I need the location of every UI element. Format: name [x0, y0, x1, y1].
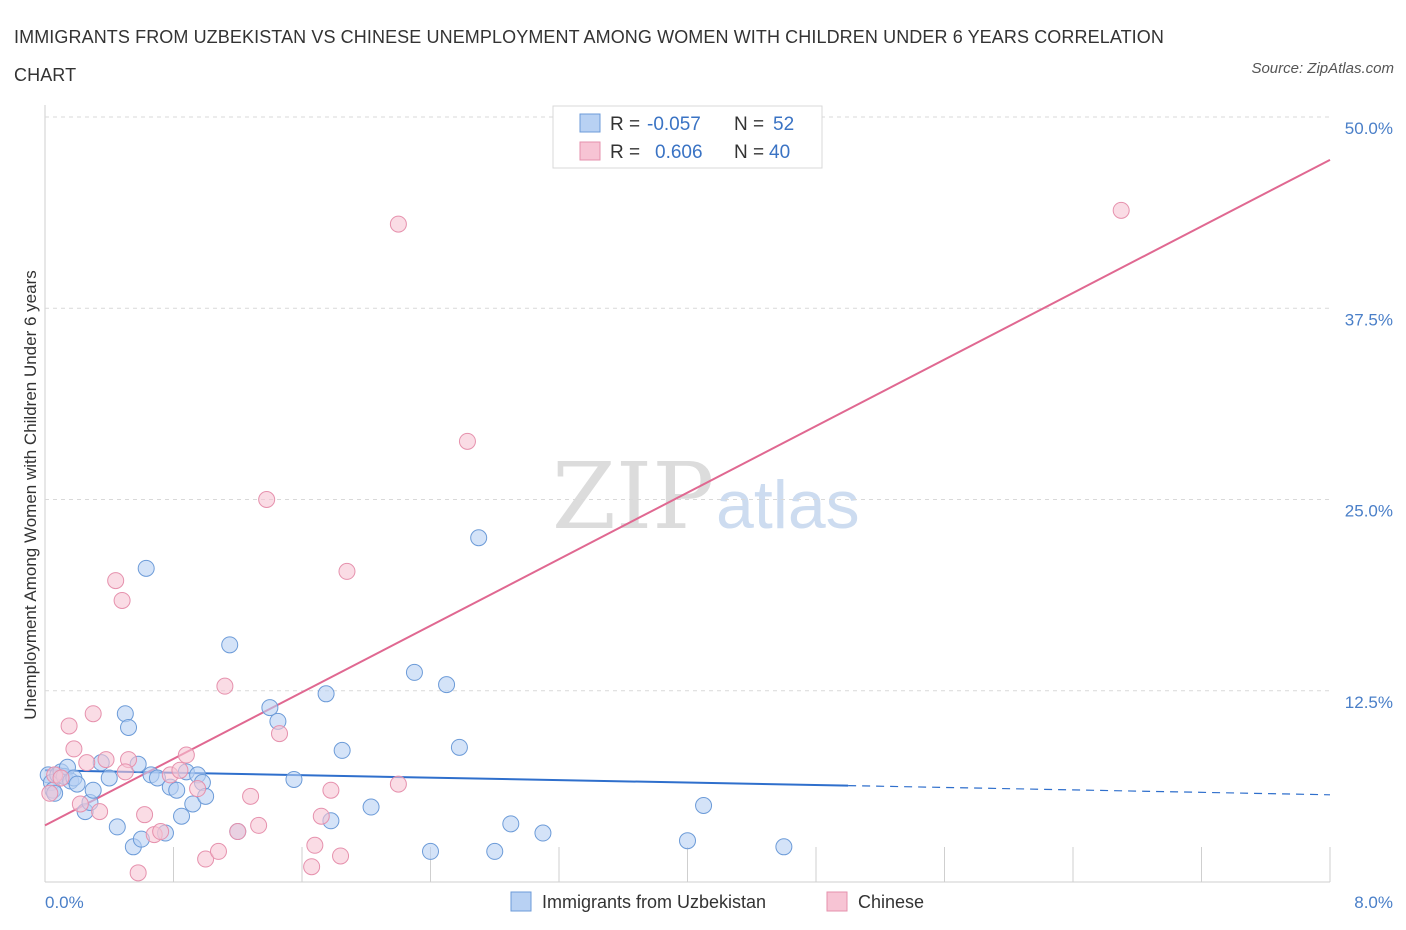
series-legend-swatch-blue — [510, 891, 532, 912]
x-tick-label-min: 0.0% — [45, 893, 84, 912]
point-uzbekistan — [333, 741, 351, 759]
point-uzbekistan — [317, 685, 335, 703]
point-chinese — [113, 591, 131, 609]
point-chinese — [197, 850, 215, 868]
point-uzbekistan — [679, 832, 696, 850]
series-legend-label-blue: Immigrants from Uzbekistan — [542, 892, 766, 912]
point-chinese — [71, 795, 89, 813]
point-chinese — [250, 816, 268, 834]
point-chinese — [116, 763, 134, 781]
point-uzbekistan — [470, 529, 488, 547]
point-uzbekistan — [362, 798, 380, 816]
y-axis-title: Unemployment Among Women with Children U… — [21, 270, 40, 719]
point-chinese — [41, 784, 59, 802]
point-chinese — [389, 775, 407, 793]
legend-swatch-blue — [579, 113, 601, 133]
point-uzbekistan — [438, 676, 456, 694]
watermark-zip: ZIP — [552, 443, 714, 550]
legend-r-label-pink: R = — [610, 142, 640, 163]
point-chinese — [97, 751, 115, 769]
point-uzbekistan — [775, 838, 793, 856]
point-chinese — [229, 823, 247, 841]
series-legend: Immigrants from Uzbekistan Chinese — [510, 891, 924, 912]
legend-n-label-blue: N = — [734, 114, 764, 135]
point-uzbekistan — [695, 797, 713, 814]
point-chinese — [78, 754, 96, 772]
point-chinese — [84, 705, 102, 723]
point-uzbekistan — [221, 636, 239, 654]
trend-line-uzbekistan-extension — [848, 785, 1331, 796]
point-chinese — [107, 572, 125, 590]
point-chinese — [242, 787, 260, 805]
point-chinese — [91, 803, 109, 821]
series-legend-label-pink: Chinese — [858, 892, 924, 912]
point-uzbekistan — [534, 824, 552, 842]
point-chinese — [389, 215, 407, 233]
point-uzbekistan — [168, 781, 186, 799]
point-uzbekistan — [450, 738, 468, 756]
y-tick-label: 50.0% — [1345, 119, 1393, 138]
point-uzbekistan — [502, 815, 520, 833]
point-chinese — [458, 432, 476, 450]
watermark-atlas: atlas — [716, 467, 860, 543]
point-uzbekistan — [84, 781, 102, 799]
legend-n-value-pink: 40 — [769, 142, 790, 163]
point-chinese — [177, 746, 195, 764]
point-chinese — [312, 807, 330, 825]
point-chinese — [332, 847, 350, 865]
correlation-legend: R = -0.057 N = 52 R = 0.606 N = 40 — [552, 105, 823, 169]
point-chinese — [65, 740, 83, 758]
point-chinese — [129, 864, 147, 882]
point-chinese — [189, 780, 207, 798]
x-ticks — [44, 847, 1331, 882]
point-uzbekistan — [486, 842, 504, 860]
point-chinese — [322, 781, 340, 799]
legend-r-value-blue: -0.057 — [647, 114, 701, 135]
point-uzbekistan — [108, 818, 126, 836]
y-tick-label: 37.5% — [1345, 310, 1393, 329]
point-uzbekistan — [261, 699, 279, 717]
point-chinese — [338, 562, 356, 580]
y-tick-label: 12.5% — [1345, 693, 1393, 712]
point-uzbekistan — [405, 663, 423, 681]
y-tick-labels: 12.5% 25.0% 37.5% 50.0% — [1345, 119, 1393, 712]
legend-r-value-pink: 0.606 — [655, 142, 703, 163]
data-points — [39, 201, 1130, 882]
point-uzbekistan — [285, 770, 303, 788]
x-tick-label-max: 8.0% — [1354, 893, 1393, 912]
legend-n-label-pink: N = — [734, 142, 764, 163]
y-tick-label: 25.0% — [1345, 502, 1393, 521]
point-chinese — [60, 717, 78, 735]
point-chinese — [216, 677, 234, 695]
chart-source: Source: ZipAtlas.com — [1251, 60, 1394, 77]
point-chinese — [258, 491, 276, 508]
point-chinese — [52, 769, 70, 787]
series-legend-swatch-pink — [826, 891, 848, 912]
point-uzbekistan — [116, 705, 134, 723]
point-chinese — [152, 823, 170, 841]
point-chinese — [136, 806, 154, 824]
point-uzbekistan — [120, 718, 138, 736]
gridlines — [45, 116, 1330, 692]
point-uzbekistan — [68, 775, 86, 793]
point-uzbekistan — [184, 795, 202, 813]
legend-swatch-pink — [579, 141, 601, 161]
point-uzbekistan — [173, 807, 191, 825]
point-chinese — [209, 842, 227, 860]
point-chinese — [303, 858, 321, 876]
point-chinese — [306, 836, 324, 854]
point-chinese — [171, 761, 189, 779]
trend-line-chinese — [44, 158, 1331, 827]
legend-n-value-blue: 52 — [773, 114, 794, 135]
trend-lines — [44, 158, 1331, 827]
point-chinese — [271, 725, 289, 743]
point-uzbekistan — [422, 842, 439, 860]
point-chinese — [1112, 201, 1130, 219]
point-uzbekistan — [137, 559, 155, 577]
point-uzbekistan — [100, 769, 118, 787]
chart-title: IMMIGRANTS FROM UZBEKISTAN VS CHINESE UN… — [14, 27, 1164, 85]
legend-r-label-blue: R = — [610, 114, 640, 135]
